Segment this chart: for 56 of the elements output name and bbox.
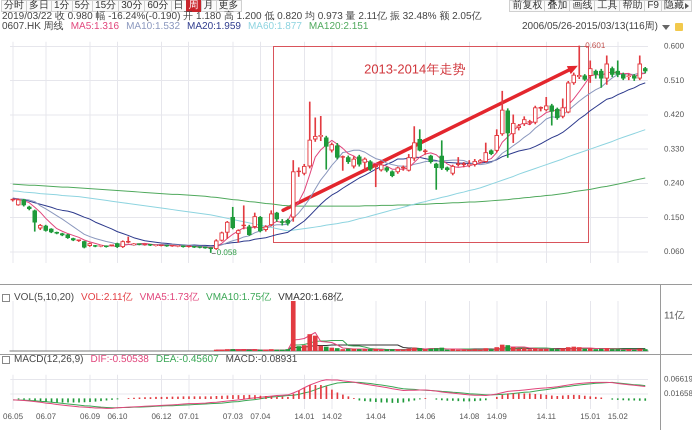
bar	[505, 345, 510, 351]
text: MA20:1.959	[187, 21, 241, 32]
x-tick-label: 07.03	[222, 412, 244, 422]
x-tick-label: 14.11	[536, 412, 557, 422]
text: 2006/05/26-2015/03/13(116周)	[522, 21, 658, 32]
text: VMA5:1.73亿	[140, 292, 200, 303]
x-tick-label: 14.06	[415, 412, 436, 422]
bar	[334, 348, 340, 351]
y-tick-label: 0.510	[664, 76, 685, 85]
bar	[296, 346, 302, 351]
y-tick-label: 0.150	[664, 212, 685, 222]
annotation: 0.601	[585, 41, 606, 50]
annotation: 2013-2014年走势	[364, 61, 466, 76]
text: VOL:2.11亿	[81, 292, 133, 303]
text: 2019/03/22 收 0.980 幅 -16.24%(-0.190) 开 1.180 高 1.200 低 0.820 均 0.973 量 2.11亿 振 32.48% 额 2.05亿	[2, 11, 482, 22]
text: MA5:1.316	[70, 21, 120, 32]
x-tick-label: 06.10	[107, 412, 128, 422]
y-tick-label: 0.420	[664, 110, 685, 120]
bar	[324, 346, 329, 351]
text: 分时 多日 1分 5分 15分 30分 60分 日 周 月 更多	[4, 0, 238, 11]
text: VMA20:1.68亿	[278, 292, 344, 303]
text: MACD:-0.08931	[226, 354, 298, 365]
text: 前复权 叠加 画线 工具 帮助 F9 隐藏	[511, 0, 685, 12]
text: MA60:1.877	[248, 21, 302, 32]
legend-title: MACD(12,26,9)	[14, 354, 84, 365]
x-tick-label: 06.09	[80, 412, 101, 422]
bar	[588, 348, 593, 351]
x-tick-label: 14.08	[459, 412, 480, 422]
x-tick-label: 15.02	[608, 412, 628, 422]
annotation: 0.058	[216, 248, 238, 257]
text: DIF:-0.50538	[90, 354, 149, 365]
y-tick-label: 0.240	[664, 178, 685, 188]
bar	[329, 348, 334, 351]
x-tick-label: 15.01	[580, 412, 601, 422]
text: MA10:1.532	[126, 21, 180, 32]
bar	[604, 348, 610, 351]
x-tick-label: 14.09	[486, 412, 508, 422]
x-tick-label: 07.04	[250, 412, 271, 422]
legend-title: VOL(5,10,20)	[14, 292, 74, 303]
x-tick-label: 14.01	[294, 412, 315, 422]
y-tick-label: 0.600	[664, 42, 685, 51]
text: DEA:-0.45607	[156, 354, 219, 365]
x-tick-label: 06.05	[3, 412, 24, 422]
y-tick-label: 0.330	[664, 144, 685, 154]
text: 11亿	[664, 310, 684, 322]
x-tick-label: 07.01	[178, 412, 200, 422]
x-tick-label: 14.02	[322, 412, 342, 422]
bar	[290, 301, 296, 351]
text: MA120:2.151	[308, 21, 368, 32]
x-tick-label: 14.04	[366, 412, 386, 422]
bar	[417, 348, 422, 351]
legend-title: 0607.HK 周线	[2, 21, 64, 32]
text: VMA10:1.75亿	[206, 292, 272, 303]
x-tick-label: 06.12	[151, 412, 172, 422]
x-tick-label: 06.07	[36, 412, 57, 422]
y-tick-label: 0.060	[664, 246, 685, 256]
